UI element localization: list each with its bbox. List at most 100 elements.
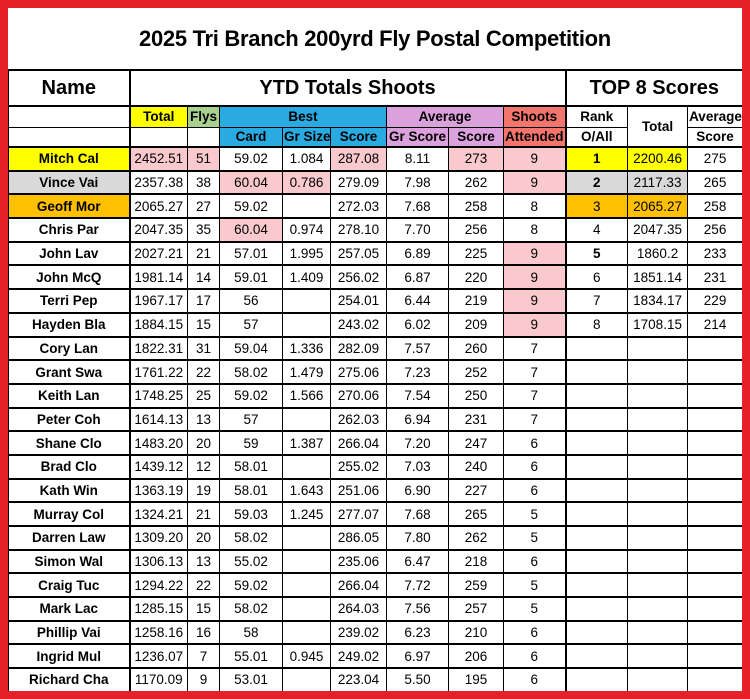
cell-gr-size <box>282 311 331 337</box>
table-row: Darren Law 1309.20 20 58.02 286.05 7.80 262 5 <box>8 525 742 551</box>
cell-card: 60.04 <box>219 217 283 243</box>
cell-name: Keith Lan <box>8 382 131 409</box>
cell-total: 1748.25 <box>129 382 188 409</box>
cell-score: 278.10 <box>330 217 387 243</box>
cell-gr-score: 7.56 <box>386 596 449 622</box>
results-table: Name YTD Totals Shoots TOP 8 Scores Tota… <box>8 69 742 691</box>
cell-score: 257.05 <box>330 240 387 266</box>
cell-top-avg <box>687 430 742 456</box>
cell-score: 279.09 <box>330 169 387 195</box>
cell-flys: 20 <box>187 525 220 551</box>
cell-avg-score: 258 <box>448 193 504 219</box>
cell-attended: 8 <box>502 217 567 243</box>
cell-avg-score: 262 <box>448 525 504 551</box>
cell-gr-score: 7.03 <box>386 453 449 480</box>
cell-name: Ingrid Mul <box>8 643 131 669</box>
page-title: 2025 Tri Branch 200yrd Fly Postal Compet… <box>139 25 611 51</box>
cell-name: Geoff Mor <box>8 193 131 219</box>
cell-total: 2452.51 <box>129 146 188 172</box>
cell-total: 1236.07 <box>129 643 188 669</box>
table-row: Murray Col 1324.21 21 59.03 1.245 277.07 7.68 2… <box>8 501 742 527</box>
cell-rank: 1 <box>565 146 629 172</box>
cell-total: 1761.22 <box>129 359 188 385</box>
cell-card: 59.04 <box>219 335 283 361</box>
col-group-ytd: YTD Totals Shoots <box>128 69 567 107</box>
cell-score: 256.02 <box>330 264 387 290</box>
cell-gr-score: 6.02 <box>386 311 449 337</box>
cell-name: Peter Coh <box>8 406 131 432</box>
cell-attended: 8 <box>502 193 567 219</box>
cell-gr-score: 6.97 <box>386 643 449 669</box>
table-row: Geoff Mor 2065.27 27 59.02 272.03 7.68 258 8 3 20… <box>8 193 742 219</box>
cell-top-total: 1834.17 <box>627 288 689 314</box>
cell-score: 287.08 <box>330 146 387 172</box>
cell-score: 255.02 <box>330 453 387 480</box>
cell-avg-score: 218 <box>448 548 504 574</box>
header-total-spacer <box>129 126 188 148</box>
cell-top-avg: 265 <box>687 169 742 195</box>
cell-gr-score: 6.94 <box>386 406 449 432</box>
cell-card: 58.02 <box>219 596 283 622</box>
cell-top-total <box>627 619 689 645</box>
col-header-shoots: Shoots <box>502 105 567 128</box>
cell-attended: 9 <box>502 240 567 266</box>
cell-rank <box>565 501 629 527</box>
cell-gr-size <box>282 288 331 314</box>
cell-top-total <box>627 572 689 598</box>
table-row: Terri Pep 1967.17 17 56 254.01 6.44 219 9 7 1834.… <box>8 288 742 314</box>
cell-attended: 7 <box>502 359 567 385</box>
table-row: Richard Cha 1170.09 9 53.01 223.04 5.50 195 6 <box>8 667 742 691</box>
cell-rank <box>565 619 629 645</box>
cell-gr-size <box>282 572 331 598</box>
cell-gr-size <box>282 406 331 432</box>
cell-gr-score: 7.80 <box>386 525 449 551</box>
cell-gr-score: 7.98 <box>386 169 449 195</box>
cell-avg-score: 210 <box>448 619 504 645</box>
cell-top-avg <box>687 477 742 503</box>
cell-attended: 6 <box>502 667 567 691</box>
cell-gr-score: 7.57 <box>386 335 449 361</box>
cell-attended: 5 <box>502 596 567 622</box>
cell-flys: 16 <box>187 619 220 645</box>
cell-rank <box>565 477 629 503</box>
col-group-best: Best <box>219 105 387 128</box>
cell-name: Craig Tuc <box>8 572 131 598</box>
cell-card: 57.01 <box>219 240 283 266</box>
cell-top-avg <box>687 525 742 551</box>
cell-gr-size <box>282 453 331 480</box>
cell-top-total <box>627 430 689 456</box>
table-row: John Lav 2027.21 21 57.01 1.995 257.05 6.89 225… <box>8 240 742 266</box>
cell-avg-score: 220 <box>448 264 504 290</box>
cell-name: John McQ <box>8 264 131 290</box>
cell-flys: 22 <box>187 359 220 385</box>
cell-flys: 13 <box>187 406 220 432</box>
cell-top-avg <box>687 667 742 691</box>
cell-total: 1439.12 <box>129 453 188 480</box>
cell-gr-score: 8.11 <box>386 146 449 172</box>
cell-total: 2047.35 <box>129 217 188 243</box>
table-row: Keith Lan 1748.25 25 59.02 1.566 270.06 7.54 25… <box>8 382 742 409</box>
cell-total: 2027.21 <box>129 240 188 266</box>
cell-card: 55.02 <box>219 548 283 574</box>
table-row: Chris Par 2047.35 35 60.04 0.974 278.10 7.70 25… <box>8 217 742 243</box>
cell-rank: 6 <box>565 264 629 290</box>
cell-top-total: 2047.35 <box>627 217 689 243</box>
col-header-top-average: Average <box>687 105 742 128</box>
cell-gr-size <box>282 619 331 645</box>
cell-top-avg <box>687 406 742 432</box>
cell-score: 266.04 <box>330 430 387 456</box>
cell-gr-size: 1.479 <box>282 359 331 385</box>
cell-name: Darren Law <box>8 525 131 551</box>
cell-top-avg: 258 <box>687 193 742 219</box>
cell-flys: 13 <box>187 548 220 574</box>
cell-attended: 6 <box>502 477 567 503</box>
cell-score: 264.03 <box>330 596 387 622</box>
cell-flys: 15 <box>187 311 220 337</box>
cell-rank: 5 <box>565 240 629 266</box>
col-header-attended: Attended <box>502 126 567 148</box>
cell-top-total <box>627 501 689 527</box>
cell-avg-score: 219 <box>448 288 504 314</box>
cell-gr-score: 6.87 <box>386 264 449 290</box>
table-body: Mitch Cal 2452.51 51 59.02 1.084 287.08 8.11 27… <box>8 146 742 691</box>
cell-gr-score: 7.54 <box>386 382 449 409</box>
